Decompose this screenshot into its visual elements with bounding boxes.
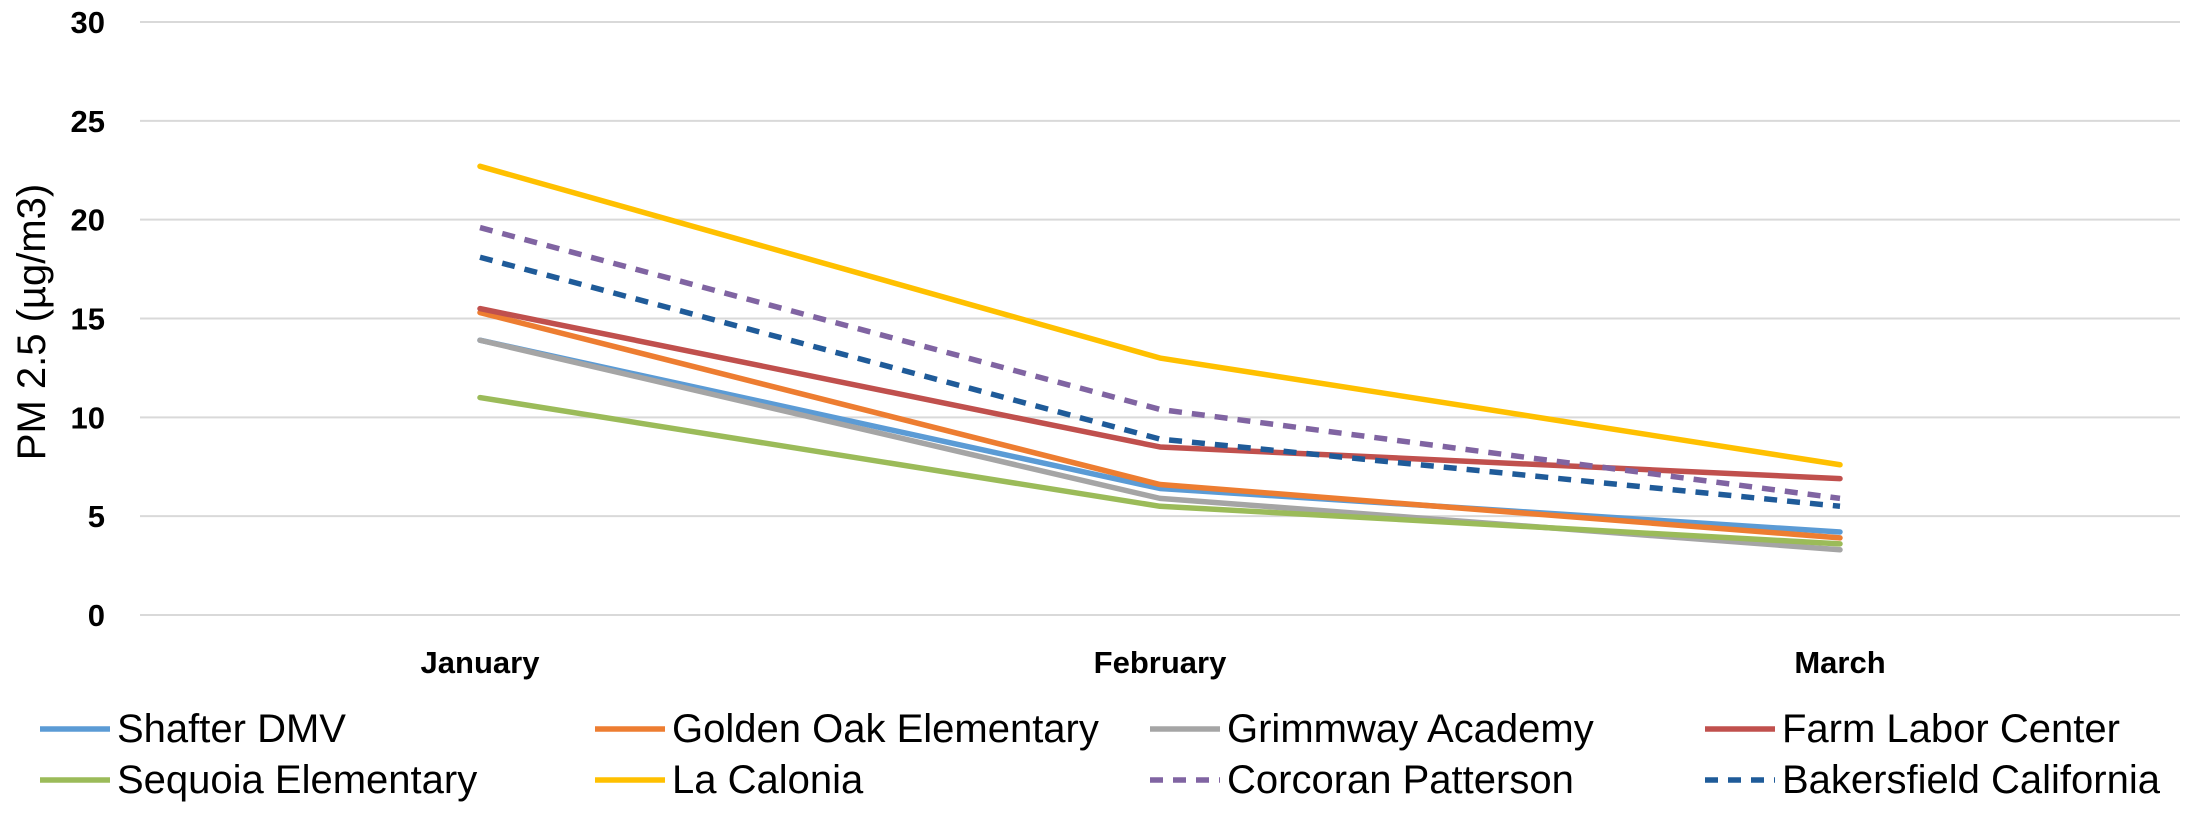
y-tick-label: 0 [88, 598, 105, 633]
series-line-1 [477, 309, 1843, 541]
legend-label: Shafter DMV [117, 707, 346, 751]
series-line-5 [477, 163, 1843, 468]
gridlines [140, 21, 2180, 616]
y-axis-ticks: 0 5 10 15 20 25 30 [71, 5, 105, 633]
y-axis-label: PM 2.5 (µg/m3) [10, 184, 54, 460]
x-tick-label: February [1094, 645, 1227, 680]
y-tick-label: 25 [71, 104, 105, 139]
legend-label: La Calonia [672, 758, 864, 802]
series-line-7 [479, 254, 1841, 510]
series-line-0 [477, 337, 1843, 535]
series-lines [477, 163, 1843, 553]
legend-label: Bakersfield California [1782, 758, 2161, 802]
series-line-6 [479, 224, 1841, 502]
legend-label: Sequoia Elementary [117, 758, 477, 802]
y-tick-label: 30 [71, 5, 105, 40]
y-tick-label: 20 [71, 203, 105, 238]
legend-label: Farm Labor Center [1782, 707, 2120, 751]
legend-label: Golden Oak Elementary [672, 707, 1099, 751]
legend-label: Corcoran Patterson [1227, 758, 1574, 802]
x-tick-label: March [1794, 645, 1885, 680]
y-tick-label: 5 [88, 499, 105, 534]
legend: Shafter DMV Golden Oak Elementary Grimmway… [40, 707, 2161, 802]
series-line-3 [477, 305, 1843, 482]
y-tick-label: 10 [71, 400, 105, 435]
x-axis-ticks: January February March [421, 645, 1886, 680]
legend-label: Grimmway Academy [1227, 707, 1594, 751]
y-tick-label: 15 [71, 302, 105, 337]
series-line-4 [477, 394, 1843, 547]
x-tick-label: January [421, 645, 541, 680]
